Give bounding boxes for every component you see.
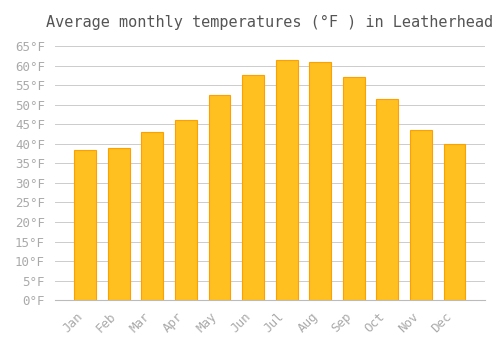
Bar — [276, 60, 297, 300]
Bar — [108, 148, 130, 300]
Bar — [376, 99, 398, 300]
Bar — [444, 144, 466, 300]
Title: Average monthly temperatures (°F ) in Leatherhead: Average monthly temperatures (°F ) in Le… — [46, 15, 494, 30]
Bar — [175, 120, 197, 300]
Bar — [343, 77, 364, 300]
Bar — [410, 130, 432, 300]
Bar — [142, 132, 164, 300]
Bar — [74, 149, 96, 300]
Bar — [208, 95, 231, 300]
Bar — [310, 62, 331, 300]
Bar — [242, 75, 264, 300]
